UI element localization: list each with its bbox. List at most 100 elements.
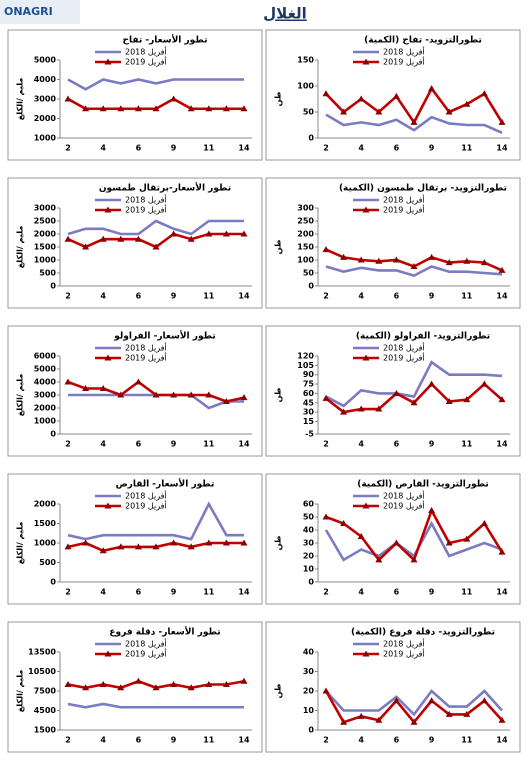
marker bbox=[117, 684, 125, 691]
marker bbox=[340, 253, 348, 260]
legend-label: أفريل 2019 bbox=[383, 501, 425, 511]
x-tick-label: 14 bbox=[496, 292, 508, 301]
legend-marker bbox=[362, 650, 370, 657]
marker bbox=[82, 243, 90, 250]
marker bbox=[117, 391, 125, 398]
x-tick-label: 6 bbox=[394, 736, 400, 745]
y-tick-label: 45 bbox=[303, 398, 315, 407]
series-line bbox=[67, 78, 244, 91]
y-tick-label: 10 bbox=[303, 706, 315, 715]
x-tick-label: 6 bbox=[136, 144, 142, 153]
y-axis-label: مليم /الكلغ bbox=[16, 374, 25, 417]
x-tick-label: 4 bbox=[358, 736, 364, 745]
x-tick-label: 4 bbox=[358, 144, 364, 153]
marker bbox=[134, 677, 142, 684]
marker bbox=[64, 681, 72, 687]
y-tick-label: 1500 bbox=[34, 519, 57, 528]
marker bbox=[240, 230, 248, 237]
marker bbox=[152, 543, 160, 550]
chart-title: تطورالتزويد- القارص (الكمية) bbox=[357, 480, 489, 490]
x-tick-label: 4 bbox=[100, 292, 106, 301]
marker bbox=[64, 543, 72, 550]
y-axis-label: طن bbox=[274, 684, 283, 699]
y-tick-label: 0 bbox=[308, 282, 314, 291]
x-tick-label: 9 bbox=[171, 736, 177, 745]
marker bbox=[187, 684, 195, 691]
marker bbox=[82, 539, 90, 546]
legend-label: أفريل 2019 bbox=[125, 501, 167, 511]
legend-label: أفريل 2018 bbox=[125, 195, 167, 205]
marker bbox=[480, 380, 488, 387]
y-tick-label: 3000 bbox=[34, 95, 57, 104]
y-tick-label: 2000 bbox=[34, 114, 57, 123]
marker bbox=[82, 684, 90, 691]
y-tick-label: 15 bbox=[303, 417, 315, 426]
marker bbox=[170, 681, 178, 687]
y-tick-label: 1500 bbox=[34, 726, 57, 735]
x-tick-label: 4 bbox=[100, 736, 106, 745]
legend-label: أفريل 2019 bbox=[383, 649, 425, 659]
marker bbox=[222, 105, 230, 112]
legend-label: أفريل 2019 bbox=[125, 57, 167, 67]
y-tick-label: 13500 bbox=[28, 648, 56, 657]
marker bbox=[375, 108, 383, 115]
marker bbox=[187, 391, 195, 398]
legend-label: أفريل 2018 bbox=[125, 47, 167, 57]
marker bbox=[152, 684, 160, 691]
legend-label: أفريل 2019 bbox=[125, 353, 167, 363]
y-tick-label: 4000 bbox=[34, 378, 57, 387]
marker bbox=[152, 243, 160, 250]
marker bbox=[222, 230, 230, 237]
x-tick-label: 14 bbox=[238, 588, 250, 597]
x-tick-label: 14 bbox=[238, 292, 250, 301]
marker bbox=[99, 385, 107, 391]
marker bbox=[392, 92, 400, 99]
chart-panel: 0 50 100 150 200 250 300 2 4 6 9 11 14 طن أفريل 2018أف… bbox=[265, 177, 521, 309]
legend-label: أفريل 2019 bbox=[383, 205, 425, 215]
chart-title: تطور الأسعار- تفاح bbox=[123, 34, 208, 46]
x-tick-label: 11 bbox=[461, 736, 473, 745]
logo: ONAGRI bbox=[4, 5, 53, 18]
marker bbox=[240, 394, 248, 401]
y-tick-label: 1000 bbox=[34, 134, 57, 143]
marker bbox=[170, 539, 178, 546]
marker bbox=[375, 716, 383, 723]
x-tick-label: 11 bbox=[461, 144, 473, 153]
marker bbox=[205, 391, 213, 398]
legend-label: أفريل 2018 bbox=[383, 195, 425, 205]
y-tick-label: 30 bbox=[303, 408, 315, 417]
legend-label: أفريل 2018 bbox=[125, 639, 167, 649]
marker bbox=[480, 259, 488, 266]
y-tick-label: 60 bbox=[303, 500, 315, 509]
legend-marker bbox=[362, 502, 370, 509]
x-tick-label: 2 bbox=[65, 588, 71, 597]
x-tick-label: 11 bbox=[461, 588, 473, 597]
marker bbox=[498, 118, 506, 125]
marker bbox=[322, 394, 330, 401]
series-line bbox=[67, 219, 244, 236]
y-tick-label: 105 bbox=[297, 361, 314, 370]
marker bbox=[357, 533, 365, 539]
y-tick-label: 50 bbox=[303, 108, 315, 117]
series-line bbox=[324, 520, 503, 562]
marker bbox=[205, 539, 213, 546]
chart-title: تطور الأسعار- الفراولو bbox=[113, 330, 216, 342]
x-tick-label: 14 bbox=[238, 144, 250, 153]
y-tick-label: 4500 bbox=[34, 706, 57, 715]
x-tick-label: 14 bbox=[496, 144, 508, 153]
x-tick-label: 11 bbox=[203, 292, 215, 301]
marker bbox=[392, 539, 400, 546]
marker bbox=[240, 105, 248, 112]
marker bbox=[428, 85, 436, 92]
marker bbox=[134, 235, 142, 242]
marker bbox=[64, 95, 72, 102]
marker bbox=[410, 556, 418, 563]
y-tick-label: 3000 bbox=[34, 391, 57, 400]
x-tick-label: 9 bbox=[171, 144, 177, 153]
marker bbox=[445, 710, 453, 717]
y-tick-label: 0 bbox=[308, 726, 314, 735]
x-tick-label: 14 bbox=[496, 588, 508, 597]
